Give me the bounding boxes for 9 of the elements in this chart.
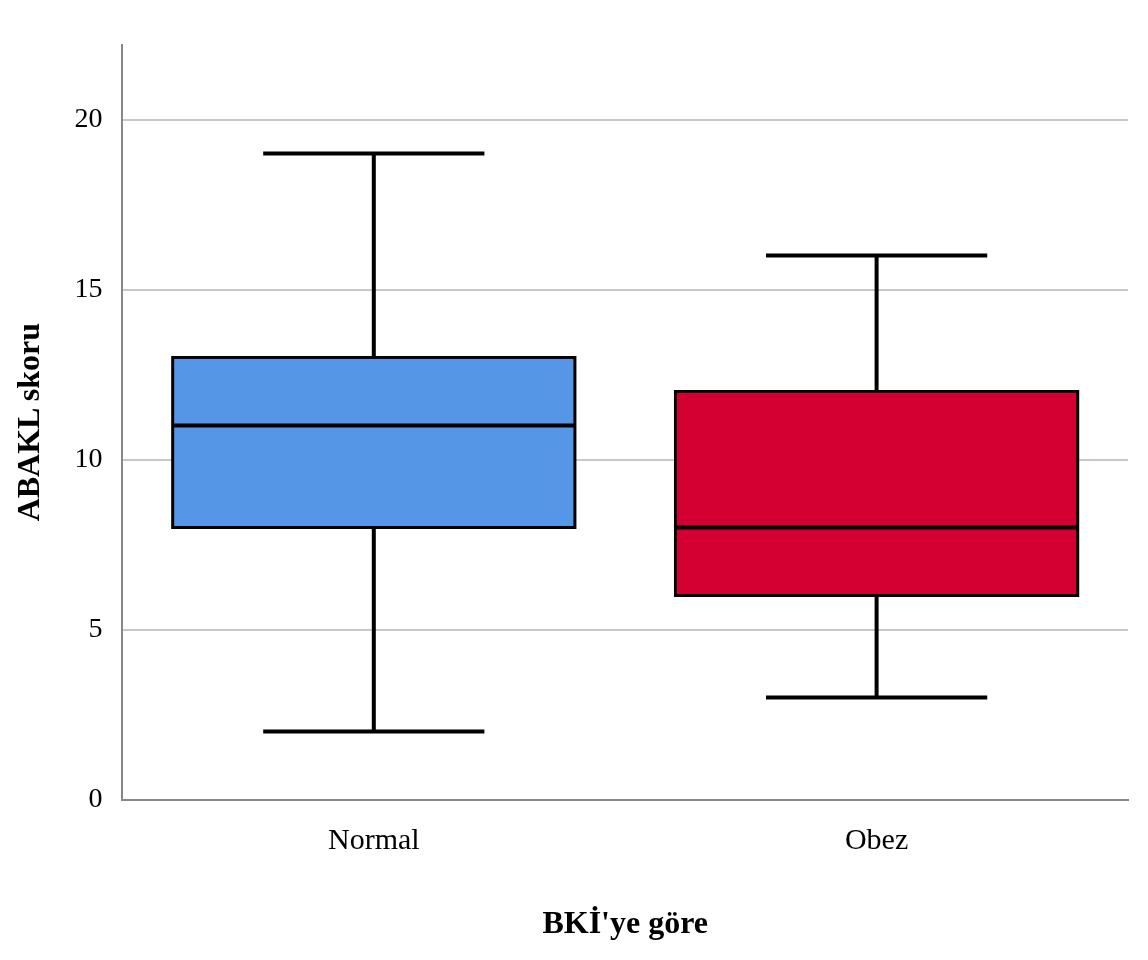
x-tick-label: Obez <box>844 822 909 856</box>
y-tick-label: 15 <box>74 271 103 303</box>
y-tick-label: 0 <box>88 781 103 813</box>
y-axis-title: ABAKL skoru <box>10 323 47 522</box>
y-tick-label: 20 <box>74 101 103 133</box>
x-tick-label: Normal <box>327 822 420 856</box>
y-tick-label: 10 <box>74 441 103 473</box>
y-tick-label: 5 <box>88 611 103 643</box>
x-axis-title: BKİ'ye göre <box>542 904 708 941</box>
